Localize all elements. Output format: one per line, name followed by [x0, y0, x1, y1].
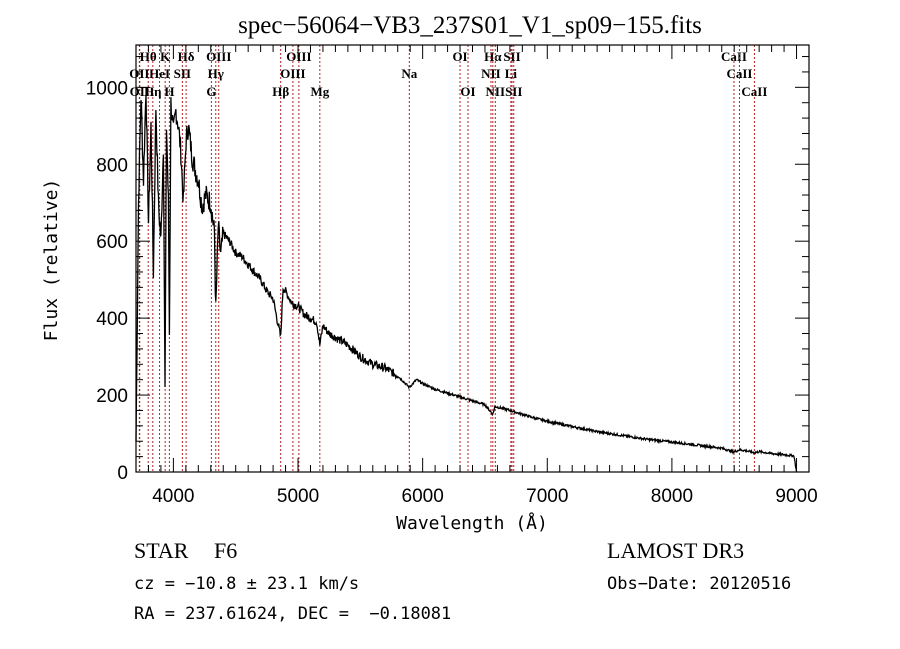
- coordinates: RA = 237.61624, DEC = −0.18081: [134, 604, 452, 624]
- redshift-value: cz = −10.8 ± 23.1 km/s: [134, 574, 360, 594]
- line-marker-label: CaII: [741, 84, 767, 99]
- line-marker-label: HeI: [149, 66, 170, 81]
- line-marker-label: OIII: [206, 49, 231, 64]
- line-marker-label: NII: [481, 66, 501, 81]
- axes: 4000 5000 6000 7000 8000 9000 0 200 400 600 800 100…: [86, 44, 818, 507]
- x-tick-label: 7000: [526, 486, 568, 507]
- line-marker-label: Hη: [144, 84, 162, 99]
- line-marker-label: SII: [174, 66, 191, 81]
- line-marker-label: SII: [505, 84, 522, 99]
- line-marker-label: Hα: [484, 49, 502, 64]
- line-marker-label: OIII: [280, 66, 305, 81]
- object-class: STAR: [134, 538, 189, 563]
- x-tick-label: 9000: [775, 486, 817, 507]
- line-marker-label: Hδ: [178, 49, 195, 64]
- y-tick-label: 1000: [86, 78, 128, 99]
- line-marker-label: Hγ: [208, 66, 224, 81]
- chart-title: spec−56064−VB3_237S01_V1_sp09−155.fits: [238, 12, 702, 39]
- line-marker-label: OIII: [286, 49, 311, 64]
- line-marker-label: Mg: [310, 84, 329, 99]
- y-tick-label: 0: [117, 463, 128, 484]
- x-tick-label: 5000: [277, 486, 319, 507]
- line-marker-label: CaII: [726, 66, 752, 81]
- line-marker-label: Hβ: [272, 84, 289, 99]
- y-tick-label: 800: [96, 155, 128, 176]
- line-marker-label: NII: [486, 84, 506, 99]
- line-marker-label: SII: [503, 49, 520, 64]
- plot-frame: [135, 44, 810, 473]
- line-marker-label: CaII: [721, 49, 747, 64]
- spectrum-line: [135, 94, 798, 473]
- x-tick-label: 8000: [651, 486, 693, 507]
- x-tick-label: 6000: [402, 486, 444, 507]
- line-marker-label: Li: [505, 66, 518, 81]
- line-marker-label: K: [160, 49, 171, 64]
- obs-date: Obs−Date: 20120516: [607, 574, 792, 594]
- y-tick-label: 200: [96, 386, 128, 407]
- y-tick-label: 600: [96, 232, 128, 253]
- line-marker-label: OI: [460, 84, 475, 99]
- line-marker-label: Na: [401, 66, 417, 81]
- spectrum-chart: spec−56064−VB3_237S01_V1_sp09−155.fits H…: [41, 12, 818, 534]
- line-marker-label: G: [206, 84, 216, 99]
- x-tick-label: 4000: [152, 486, 194, 507]
- line-marker-label: OI: [452, 49, 467, 64]
- y-tick-label: 400: [96, 309, 128, 330]
- object-subclass: F6: [214, 538, 238, 563]
- line-marker-label: H: [164, 84, 174, 99]
- x-axis-label: Wavelength (Å): [396, 512, 548, 534]
- survey-name: LAMOST DR3: [607, 538, 745, 563]
- line-marker-label: Hθ: [140, 49, 157, 64]
- y-axis-label: Flux (relative): [41, 179, 62, 342]
